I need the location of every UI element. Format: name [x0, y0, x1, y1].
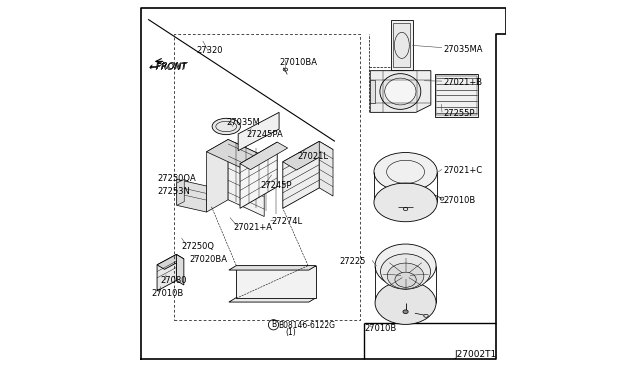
- Text: 27010B: 27010B: [364, 324, 396, 333]
- Polygon shape: [283, 141, 319, 208]
- Polygon shape: [228, 140, 264, 217]
- Polygon shape: [236, 266, 316, 298]
- Text: 27021+A: 27021+A: [234, 223, 273, 232]
- Ellipse shape: [403, 310, 408, 314]
- Text: 27253N: 27253N: [157, 187, 190, 196]
- Text: B08146-6122G: B08146-6122G: [278, 321, 335, 330]
- Polygon shape: [207, 140, 264, 169]
- Text: 27035MA: 27035MA: [444, 45, 483, 54]
- Ellipse shape: [381, 254, 431, 289]
- Text: 27080: 27080: [161, 276, 188, 285]
- Text: ←FRONT: ←FRONT: [150, 62, 188, 71]
- Ellipse shape: [375, 281, 436, 324]
- Text: 27010B: 27010B: [444, 196, 476, 205]
- Text: 27245P: 27245P: [260, 181, 292, 190]
- Ellipse shape: [374, 153, 437, 191]
- Text: 27010BA: 27010BA: [279, 58, 317, 67]
- Polygon shape: [177, 179, 207, 212]
- Text: 27245PA: 27245PA: [246, 130, 283, 139]
- Polygon shape: [177, 179, 184, 205]
- Polygon shape: [283, 141, 333, 170]
- Ellipse shape: [374, 183, 437, 222]
- Polygon shape: [240, 142, 287, 170]
- Text: (1): (1): [286, 328, 296, 337]
- Polygon shape: [435, 74, 479, 117]
- Polygon shape: [370, 71, 431, 112]
- Polygon shape: [177, 254, 184, 285]
- Text: J27002T1: J27002T1: [454, 350, 497, 359]
- Text: 27250Q: 27250Q: [182, 242, 214, 251]
- Ellipse shape: [385, 78, 416, 105]
- Text: 27225: 27225: [339, 257, 365, 266]
- Text: ←FRONT: ←FRONT: [148, 63, 186, 72]
- Polygon shape: [207, 140, 228, 212]
- Polygon shape: [390, 20, 413, 70]
- Polygon shape: [319, 141, 333, 196]
- Text: 27255P: 27255P: [444, 109, 475, 118]
- Polygon shape: [157, 254, 184, 269]
- Polygon shape: [229, 298, 316, 302]
- Ellipse shape: [395, 272, 416, 287]
- Text: 27021+B: 27021+B: [444, 78, 483, 87]
- Text: B: B: [271, 320, 276, 329]
- Ellipse shape: [375, 244, 436, 287]
- Text: 27250QA: 27250QA: [157, 174, 196, 183]
- Ellipse shape: [387, 263, 424, 289]
- Text: 27035M: 27035M: [227, 118, 260, 126]
- Polygon shape: [370, 80, 375, 103]
- Text: 27021+C: 27021+C: [444, 166, 483, 175]
- Polygon shape: [229, 266, 316, 270]
- Text: 27010B: 27010B: [152, 289, 184, 298]
- Text: 27020BA: 27020BA: [189, 255, 227, 264]
- Ellipse shape: [380, 74, 421, 109]
- Polygon shape: [238, 112, 279, 151]
- Text: 27021L: 27021L: [297, 153, 328, 161]
- Ellipse shape: [212, 118, 241, 135]
- Polygon shape: [394, 23, 410, 67]
- Polygon shape: [157, 254, 177, 291]
- Text: 27320: 27320: [196, 46, 223, 55]
- Polygon shape: [240, 142, 277, 208]
- Text: 27274L: 27274L: [271, 217, 302, 226]
